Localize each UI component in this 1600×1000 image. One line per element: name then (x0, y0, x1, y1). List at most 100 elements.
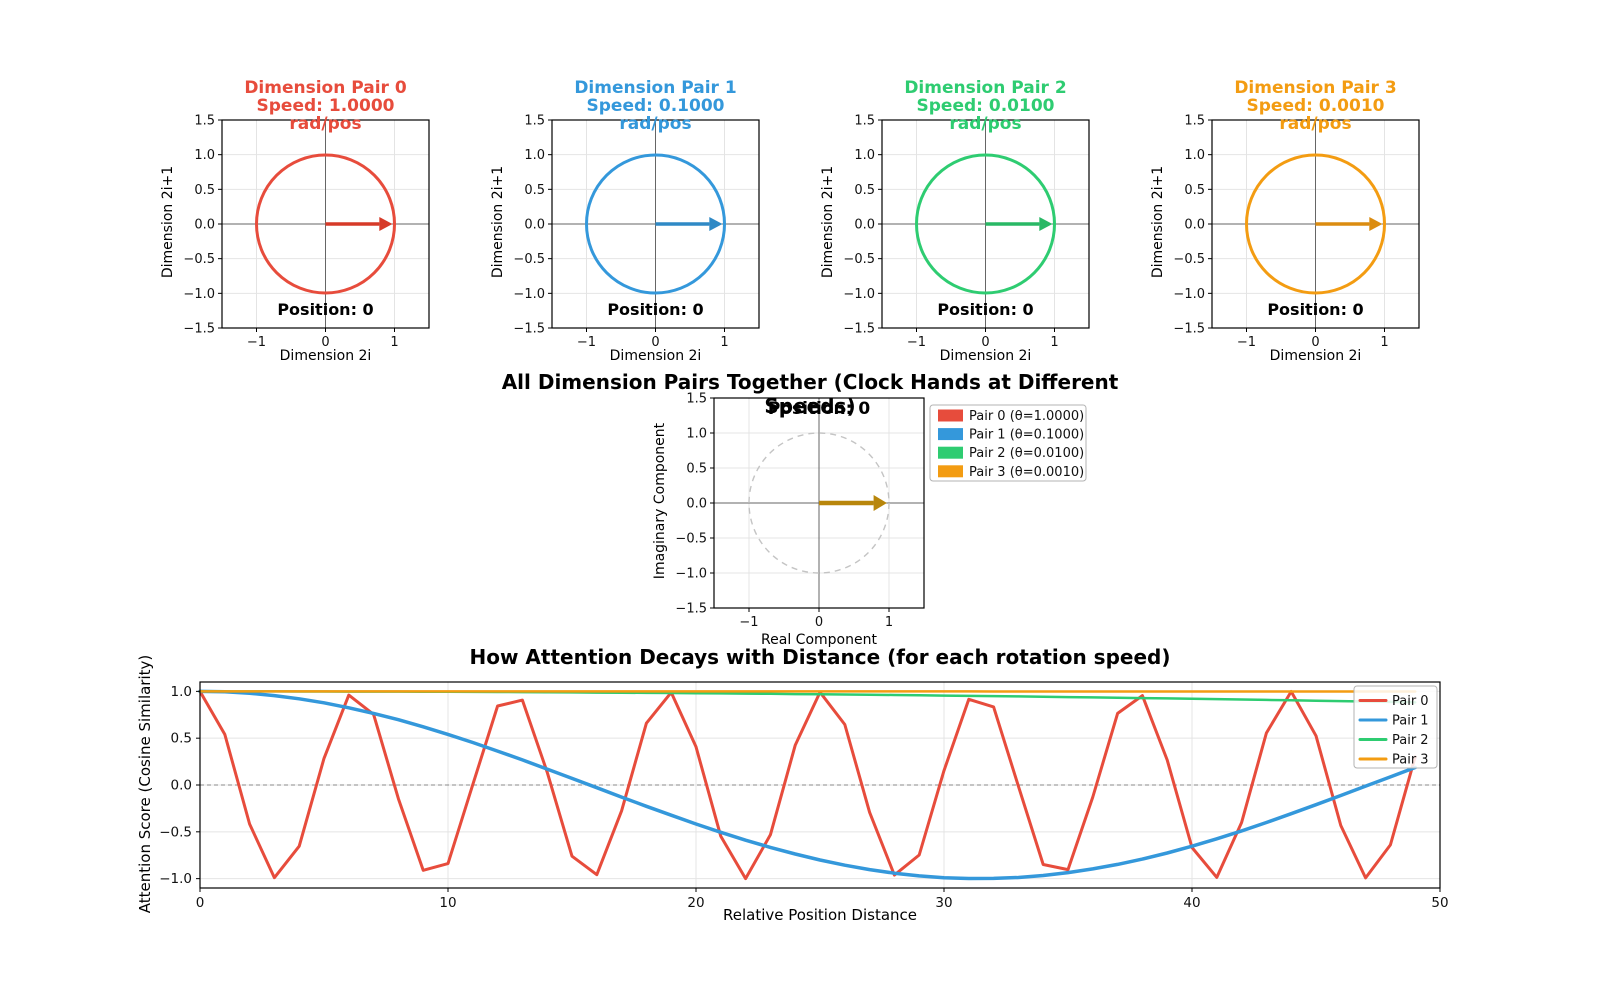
legend-label: Pair 0 (θ=1.0000) (969, 409, 1084, 424)
y-tick-label: −1.5 (843, 322, 875, 337)
series-pair-1 (198, 689, 1417, 881)
y-tick-label: 0.0 (854, 218, 875, 233)
y-tick-label: −1.5 (513, 322, 545, 337)
attention-legend: Pair 0 Pair 1 Pair 2 Pair 3 (1353, 685, 1438, 769)
x-tick-label: 40 (1183, 895, 1200, 911)
unit-circle (255, 153, 396, 295)
x-tick-label: 20 (687, 895, 704, 911)
combined-legend: Pair 0 (θ=1.0000) Pair 1 (θ=0.1000) Pair 2… (929, 404, 1087, 482)
legend-box (929, 404, 1087, 482)
y-tick-label: −0.5 (675, 532, 707, 547)
y-tick-label: 1.5 (854, 114, 875, 129)
y-tick-label: −1.0 (183, 287, 215, 302)
legend-swatch (938, 446, 963, 459)
legend-swatch (938, 428, 963, 441)
x-tick-label: −1 (1237, 335, 1256, 350)
unit-circle (1245, 153, 1386, 295)
y-tick-label: 0.5 (171, 731, 192, 747)
clock-0-ylabel: Dimension 2i+1 (160, 165, 176, 279)
attention-chart-title: How Attention Decays with Distance (for … (469, 645, 1171, 669)
x-tick-label: 0 (815, 615, 823, 630)
attention-chart-ylabel: Attention Score (Cosine Similarity) (136, 654, 154, 914)
clock-hand-arrowhead (1039, 217, 1053, 231)
clock-hand-arrowhead (1369, 217, 1383, 231)
y-tick-label: 1.5 (686, 392, 707, 407)
x-tick-label: 0 (981, 335, 989, 350)
clock-1-title-line1: Dimension Pair 1 (574, 78, 737, 98)
x-tick-label: −1 (907, 335, 926, 350)
y-tick-label: 0.5 (524, 183, 545, 198)
x-tick-label: 1 (390, 335, 398, 350)
y-tick-label: −1.5 (183, 322, 215, 337)
clock-hand-arrowhead (379, 217, 393, 231)
clock-2-ylabel: Dimension 2i+1 (820, 165, 836, 279)
x-tick-label: 0 (196, 895, 205, 911)
legend-label: Pair 1 (1392, 714, 1429, 729)
combined-subplot: −1 0 1 1.5 1.0 0.5 0.0 −0.5 −1.0 −1.5 (675, 392, 925, 630)
clock-3-position-label: Position: 0 (1267, 300, 1364, 319)
clock-hand-arrowhead (873, 495, 887, 511)
clock-0-title-line2: Speed: 1.0000 rad/pos (256, 96, 395, 134)
clock-3-ylabel: Dimension 2i+1 (1150, 165, 1166, 279)
legend-box (1353, 685, 1438, 769)
x-tick-label: 0 (321, 335, 329, 350)
y-tick-label: 0.0 (1184, 218, 1205, 233)
legend-label: Pair 2 (θ=0.0100) (969, 446, 1084, 461)
clock-1-title: Dimension Pair 1 Speed: 0.1000 rad/pos (552, 79, 759, 133)
y-tick-label: −0.5 (1173, 252, 1205, 267)
unit-circle (748, 432, 890, 574)
clock-1-xlabel: Dimension 2i (609, 348, 702, 364)
combined-position-label: Position: 0 (767, 399, 871, 419)
y-tick-label: 0.5 (1184, 183, 1205, 198)
y-tick-label: −1.0 (159, 871, 192, 887)
y-tick-label: 0.0 (686, 497, 707, 512)
x-tick-label: 1 (885, 615, 893, 630)
y-tick-label: 1.5 (524, 114, 545, 129)
y-tick-label: 0.0 (524, 218, 545, 233)
clock-subplot-0: −1 0 1 1.5 1.0 0.5 0.0 −0.5 −1.0 −1.5 (183, 114, 430, 350)
legend-swatch (938, 465, 963, 478)
y-tick-label: −1.5 (675, 602, 707, 617)
combined-ylabel: Imaginary Component (652, 422, 668, 580)
series-pair-2 (198, 690, 1417, 704)
x-tick-label: −1 (577, 335, 596, 350)
y-tick-label: −0.5 (183, 252, 215, 267)
y-tick-label: 1.0 (524, 148, 545, 163)
clock-3-title-line1: Dimension Pair 3 (1234, 78, 1397, 98)
x-tick-label: 1 (1050, 335, 1058, 350)
legend-label: Pair 0 (1392, 694, 1429, 709)
y-tick-label: 0.0 (171, 778, 192, 794)
clock-1-ylabel: Dimension 2i+1 (490, 165, 506, 279)
x-tick-label: 1 (1380, 335, 1388, 350)
x-tick-label: 0 (1311, 335, 1319, 350)
clock-2-title-line1: Dimension Pair 2 (904, 78, 1067, 98)
clock-0-title: Dimension Pair 0 Speed: 1.0000 rad/pos (222, 79, 429, 133)
clock-hand-arrowhead (709, 217, 723, 231)
x-tick-label: 30 (935, 895, 952, 911)
y-tick-label: 0.5 (686, 462, 707, 477)
clock-2-title: Dimension Pair 2 Speed: 0.0100 rad/pos (882, 79, 1089, 133)
x-tick-label: 50 (1431, 895, 1448, 911)
clock-0-position-label: Position: 0 (277, 300, 374, 319)
y-tick-label: 1.0 (1184, 148, 1205, 163)
legend-label: Pair 1 (θ=0.1000) (969, 428, 1084, 443)
y-tick-label: −1.0 (675, 567, 707, 582)
clock-0-xlabel: Dimension 2i (279, 348, 372, 364)
clock-1-title-line2: Speed: 0.1000 rad/pos (586, 96, 725, 134)
clock-3-title-line2: Speed: 0.0010 rad/pos (1246, 96, 1385, 134)
clock-0-title-line1: Dimension Pair 0 (244, 78, 407, 98)
legend-label: Pair 2 (1392, 733, 1429, 748)
y-tick-label: 0.5 (194, 183, 215, 198)
x-tick-label: 1 (720, 335, 728, 350)
clock-2-title-line2: Speed: 0.0100 rad/pos (916, 96, 1055, 134)
combined-plot-title: All Dimension Pairs Together (Clock Hand… (501, 370, 1119, 418)
y-tick-label: −1.0 (1173, 287, 1205, 302)
y-tick-label: −0.5 (843, 252, 875, 267)
clock-2-xlabel: Dimension 2i (939, 348, 1032, 364)
y-tick-label: −1.0 (843, 287, 875, 302)
clock-2-position-label: Position: 0 (937, 300, 1034, 319)
combined-xlabel: Real Component (761, 632, 877, 648)
attention-decay-chart: 0 10 20 30 40 50 1.0 0.5 0.0 −0.5 −1.0 (159, 681, 1449, 911)
